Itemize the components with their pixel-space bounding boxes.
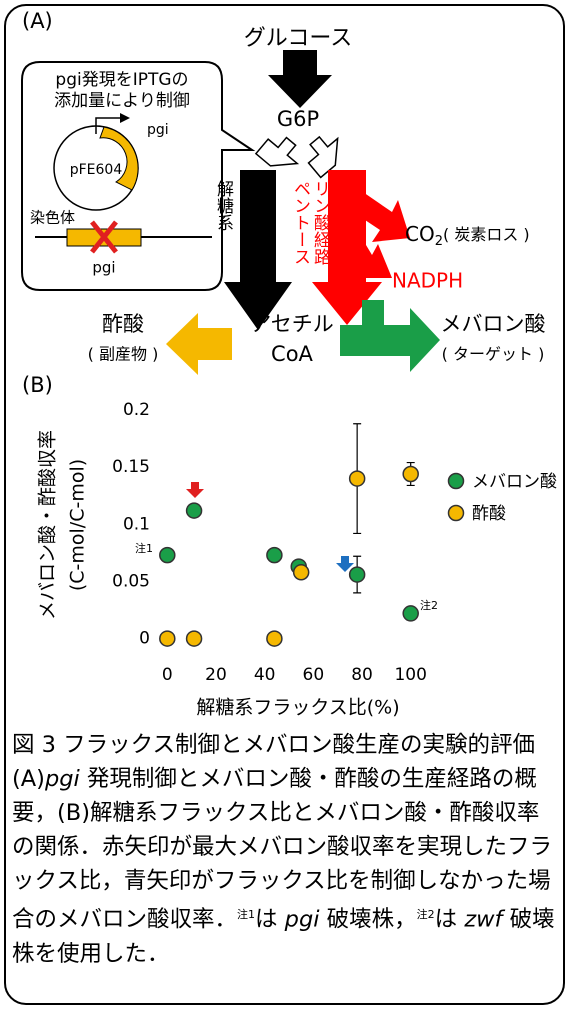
y-tick-label: 0.15	[112, 457, 150, 477]
legend-swatch	[449, 506, 464, 521]
gene-label: pgi	[147, 122, 169, 138]
point	[350, 567, 365, 582]
node: 2	[435, 234, 443, 249]
y-tick-label: 0.1	[123, 514, 150, 534]
arrow	[268, 50, 332, 108]
y-axis-label: (C-mol/C-mol)	[67, 459, 89, 591]
text: は	[255, 907, 285, 933]
node: CO	[405, 222, 435, 246]
point	[403, 467, 418, 482]
y-tick-label: 0.05	[112, 571, 150, 591]
arrow	[224, 170, 292, 330]
annotation: 注1	[135, 541, 153, 555]
annotation: 注2	[420, 598, 438, 612]
page: (A) グルコース G6P pgi発現をIPTGの 添加量により制御 pgi p…	[0, 0, 573, 1013]
node: ( 炭素ロス )	[443, 225, 530, 244]
point	[187, 631, 202, 646]
y-axis-label: メバロン酸・酢酸収率	[37, 430, 59, 620]
node: 酢酸	[102, 312, 144, 336]
node: ( ターゲット )	[442, 345, 545, 364]
y-tick-label: 0.2	[123, 400, 150, 420]
y-tick-label: 0	[139, 629, 150, 649]
figure: (A) グルコース G6P pgi発現をIPTGの 添加量により制御 pgi p…	[0, 0, 573, 728]
node: メバロン酸	[441, 312, 546, 336]
x-tick-label: 80	[351, 665, 373, 685]
node: アセチル	[250, 312, 334, 336]
point	[267, 631, 282, 646]
point	[160, 548, 175, 563]
arrow	[166, 313, 232, 375]
pathway: 解糖系	[213, 180, 234, 231]
callout-text: pgi発現をIPTGの	[55, 70, 188, 90]
x-tick-label: 60	[303, 665, 325, 685]
point	[267, 548, 282, 563]
point	[403, 606, 418, 621]
x-axis-label: 解糖系フラックス比(%)	[196, 697, 399, 719]
text: (A)	[12, 766, 45, 792]
point	[294, 565, 309, 580]
point	[187, 503, 202, 518]
plasmid-label: pFE604	[70, 162, 123, 178]
point	[350, 471, 365, 486]
text: 破壊株，	[320, 907, 417, 933]
x-tick-label: 40	[254, 665, 276, 685]
pathway: ペントース	[290, 180, 310, 265]
legend-label: メバロン酸	[472, 472, 557, 492]
node: グルコース	[244, 26, 352, 51]
legend-swatch	[449, 474, 464, 489]
node: ( 副産物 )	[88, 345, 159, 364]
legend-label: 酢酸	[472, 504, 506, 524]
node: G6P	[277, 107, 319, 131]
caption-title: 図 3 フラックス制御とメバロン酸生産の実験的評価	[12, 728, 560, 762]
panel-label: (A)	[22, 9, 53, 33]
text: は	[435, 907, 465, 933]
gene-label: pgi	[92, 259, 115, 277]
callout-text: 添加量により制御	[54, 91, 190, 111]
panel-label: (B)	[22, 373, 53, 397]
chromosome-label: 染色体	[30, 209, 75, 227]
node: CoA	[271, 342, 314, 366]
pathway: リン酸経路	[310, 180, 331, 265]
text: 注2	[417, 908, 435, 921]
x-tick-label: 0	[162, 665, 173, 685]
caption: 図 3 フラックス制御とメバロン酸生産の実験的評価 (A)pgi 発現制御とメバ…	[12, 728, 560, 971]
text: pgi	[45, 766, 80, 792]
node: CO2( 炭素ロス )	[405, 222, 530, 249]
text: pgi	[285, 907, 320, 933]
x-tick-label: 20	[205, 665, 227, 685]
point	[160, 631, 175, 646]
x-tick-label: 100	[394, 665, 426, 685]
caption-body: (A)pgi 発現制御とメバロン酸・酢酸の生産経路の概要，(B)解糖系フラックス…	[12, 762, 560, 971]
text: zwf	[464, 907, 502, 933]
text: 注1	[237, 908, 255, 921]
red-arrow	[186, 482, 204, 498]
node: NADPH	[392, 269, 463, 293]
